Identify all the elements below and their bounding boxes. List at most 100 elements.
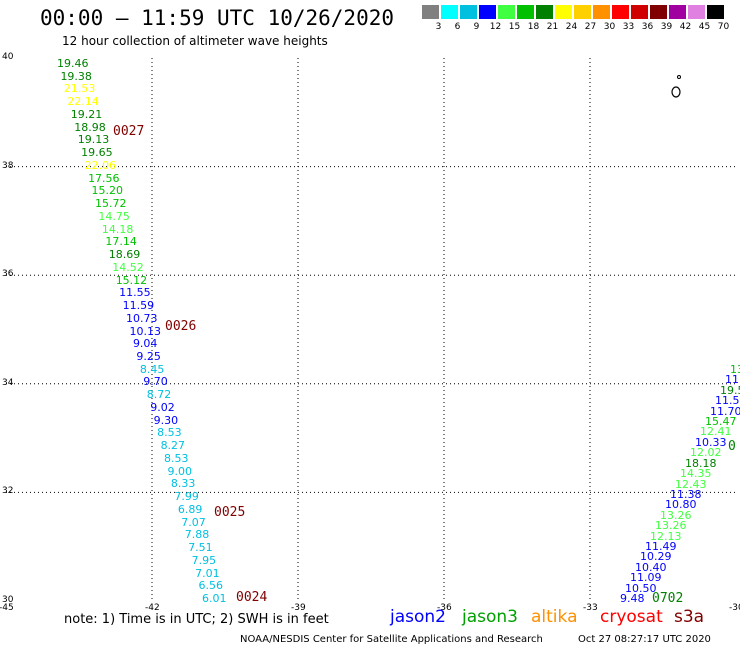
swh-value: 11.55 bbox=[119, 286, 151, 300]
legend-swatch bbox=[536, 5, 553, 19]
swh-value: 9.04 bbox=[132, 337, 158, 351]
mission-name: jason2 bbox=[390, 607, 446, 627]
legend-swatch bbox=[498, 5, 515, 19]
footer-note: note: 1) Time is in UTC; 2) SWH is in fe… bbox=[64, 612, 329, 627]
latitude-label: 30 bbox=[2, 595, 14, 605]
legend-swatch bbox=[688, 5, 705, 19]
legend-swatch bbox=[574, 5, 591, 19]
swh-value: 11.38 bbox=[670, 487, 702, 501]
longitude-label: -36 bbox=[437, 603, 452, 613]
swh-value: 6.56 bbox=[198, 579, 224, 593]
swh-value: 7.51 bbox=[188, 541, 213, 555]
swh-value: 6.89 bbox=[177, 502, 203, 516]
legend-label: 42 bbox=[679, 22, 692, 32]
swh-value: 18.18 bbox=[685, 456, 717, 470]
swh-value: 14.35 bbox=[680, 467, 712, 481]
swh-value: 21.53 bbox=[63, 82, 96, 96]
swh-value: 11.59 bbox=[122, 299, 155, 313]
legend-swatch bbox=[707, 5, 724, 19]
generated-timestamp: Oct 27 08:27:17 UTC 2020 bbox=[578, 634, 711, 645]
swh-value: 10.80 bbox=[665, 498, 697, 512]
swh-value: 7.88 bbox=[184, 528, 210, 542]
mission-name: altika bbox=[531, 607, 578, 627]
legend-swatch bbox=[650, 5, 667, 19]
legend-label: 3 bbox=[435, 22, 442, 32]
swh-value: 7.07 bbox=[181, 515, 206, 529]
swh-value: 15.72 bbox=[94, 197, 127, 211]
swh-value: 9.02 bbox=[150, 400, 175, 414]
swh-value: 11.59 bbox=[715, 394, 740, 408]
legend-label: 12 bbox=[489, 22, 502, 32]
legend-label: 15 bbox=[508, 22, 521, 32]
swh-value: 10.13 bbox=[129, 324, 162, 338]
longitude-label: -30 bbox=[729, 603, 740, 613]
swh-value: 12.43 bbox=[675, 477, 707, 491]
legend-label: 70 bbox=[717, 22, 730, 32]
swh-value: 9.00 bbox=[167, 464, 192, 478]
swh-value: 10.73 bbox=[126, 311, 158, 325]
swh-value: 14.75 bbox=[98, 209, 130, 223]
legend-swatch bbox=[479, 5, 496, 19]
legend-swatch bbox=[631, 5, 648, 19]
legend-swatch bbox=[517, 5, 534, 19]
swh-value: 9.48 bbox=[620, 592, 645, 605]
legend-swatch bbox=[555, 5, 572, 19]
swh-value: 8.72 bbox=[146, 388, 172, 402]
longitude-label: -42 bbox=[145, 603, 160, 613]
legend-swatch bbox=[441, 5, 458, 19]
latitude-label: 40 bbox=[2, 52, 14, 62]
legend-label: 6 bbox=[454, 22, 461, 32]
swh-value: 13.26 bbox=[655, 519, 687, 533]
swh-value: 9.30 bbox=[153, 413, 179, 427]
swh-value: 15.12 bbox=[115, 273, 148, 287]
island-outline bbox=[671, 75, 681, 98]
swh-value: 12.41 bbox=[700, 425, 732, 439]
swh-value: 13 bbox=[730, 363, 740, 376]
swh-value: 7.95 bbox=[191, 553, 217, 567]
pass-id: 0027 bbox=[113, 124, 145, 139]
map-subtitle: 12 hour collection of altimeter wave hei… bbox=[62, 34, 328, 48]
swh-value: 8.53 bbox=[157, 426, 182, 440]
swh-value: 11. bbox=[725, 373, 740, 387]
swh-value: 10.29 bbox=[640, 550, 672, 564]
pass-id: 0024 bbox=[236, 590, 268, 605]
latitude-label: 34 bbox=[2, 377, 14, 388]
pass-id: 0702 bbox=[652, 591, 684, 606]
swh-value: 19.5 bbox=[720, 383, 740, 397]
legend-label: 45 bbox=[698, 22, 711, 32]
latitude-label: 32 bbox=[2, 486, 14, 497]
swh-value: 8.27 bbox=[160, 439, 186, 453]
swh-value: 15.20 bbox=[91, 184, 124, 198]
credit-text: NOAA/NESDIS Center for Satellite Applica… bbox=[240, 634, 543, 645]
legend-label: 18 bbox=[527, 22, 540, 32]
swh-value: 19.46 bbox=[57, 57, 89, 70]
swh-value: 14.52 bbox=[112, 260, 144, 274]
swh-value: 17.56 bbox=[88, 171, 120, 185]
swh-value: 22.14 bbox=[67, 95, 99, 109]
legend-label: 27 bbox=[584, 22, 597, 32]
swh-value: 7.01 bbox=[195, 566, 220, 580]
swh-value: 10.50 bbox=[625, 581, 657, 595]
pass-id: 0026 bbox=[165, 319, 197, 334]
swh-value: 11.70 bbox=[710, 404, 740, 418]
legend-label: 21 bbox=[546, 22, 559, 32]
legend-label: 33 bbox=[622, 22, 635, 32]
legend-swatch bbox=[612, 5, 629, 19]
pass-id: 0 bbox=[728, 439, 736, 454]
swh-value: 17.14 bbox=[105, 235, 137, 249]
swh-value: 10.33 bbox=[695, 435, 727, 449]
swh-value: 19.65 bbox=[81, 146, 113, 160]
swh-value: 9.70 bbox=[143, 375, 168, 389]
swh-value: 6.01 bbox=[202, 592, 227, 605]
swh-value: 13.26 bbox=[660, 508, 692, 522]
longitude-label: -39 bbox=[291, 603, 306, 613]
swh-value: 12.02 bbox=[690, 446, 722, 460]
pass-id: 0025 bbox=[214, 505, 246, 520]
swh-value: 12.13 bbox=[650, 529, 682, 543]
legend-label: 30 bbox=[603, 22, 616, 32]
swh-value: 14.18 bbox=[101, 222, 134, 236]
swh-value: 9.25 bbox=[136, 349, 161, 363]
swh-value: 18.98 bbox=[74, 120, 106, 134]
swh-value: 19.13 bbox=[77, 133, 110, 147]
legend-label: 9 bbox=[473, 22, 480, 32]
